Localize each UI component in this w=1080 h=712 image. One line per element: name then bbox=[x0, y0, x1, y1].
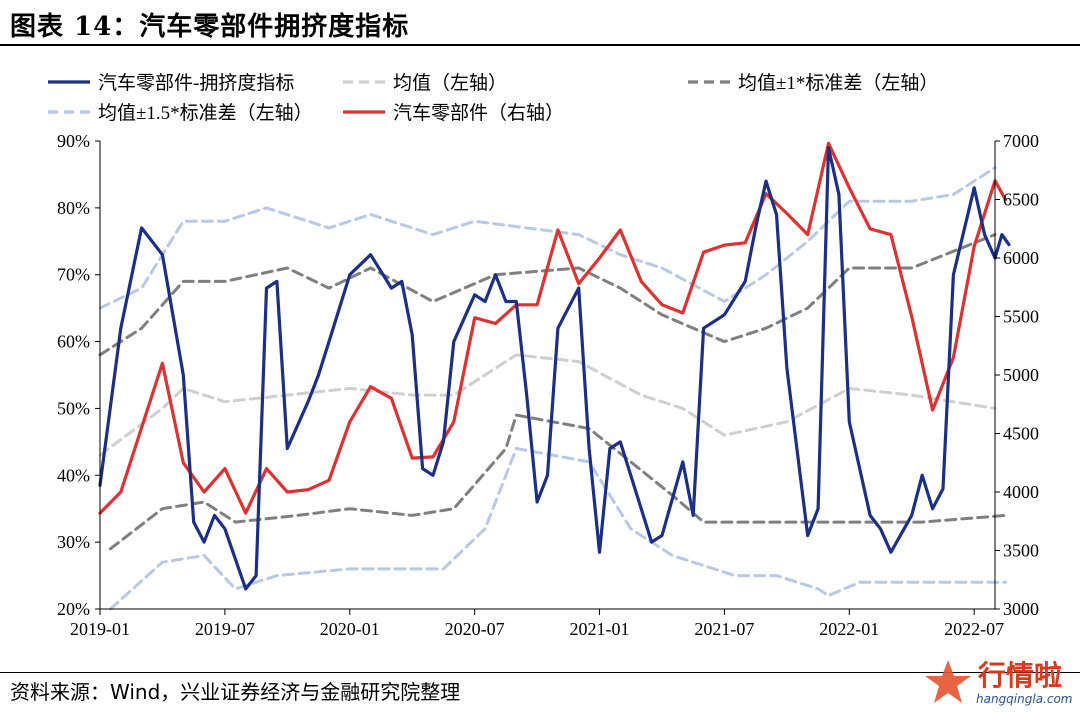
series-line-1 bbox=[98, 353, 997, 457]
plot-area bbox=[98, 141, 1011, 611]
legend-label: 汽车零部件-拥挤度指标 bbox=[98, 72, 294, 94]
series-line-0 bbox=[98, 146, 1011, 591]
star-logo-icon bbox=[925, 660, 971, 703]
left-tick-label: 40% bbox=[57, 465, 90, 485]
series-line-3-upper bbox=[98, 166, 997, 310]
watermark-text: 行情啦 bbox=[978, 659, 1063, 692]
left-tick-label: 90% bbox=[57, 131, 90, 151]
right-tick-label: 7000 bbox=[1003, 131, 1039, 151]
source-note: 资料来源：Wind，兴业证券经济与金融研究院整理 bbox=[10, 680, 461, 704]
right-tick-label: 4500 bbox=[1003, 424, 1039, 444]
right-tick-label: 3500 bbox=[1003, 541, 1039, 561]
right-tick-label: 5000 bbox=[1003, 365, 1039, 385]
right-tick-label: 6500 bbox=[1003, 190, 1039, 210]
page-title: 图表 14：汽车零部件拥挤度指标 bbox=[10, 12, 410, 42]
x-tick-label: 2019-07 bbox=[195, 619, 255, 639]
left-tick-label: 30% bbox=[57, 532, 90, 552]
legend-label: 均值±1.5*标准差（左轴） bbox=[98, 102, 313, 124]
series-line-2-lower bbox=[108, 413, 1007, 551]
left-tick-label: 70% bbox=[57, 265, 90, 285]
footer-divider bbox=[0, 672, 1080, 673]
x-tick-label: 2019-01 bbox=[70, 619, 130, 639]
x-tick-label: 2020-07 bbox=[445, 619, 505, 639]
x-tick-label: 2020-01 bbox=[320, 619, 380, 639]
x-tick-label: 2022-07 bbox=[944, 619, 1004, 639]
watermark: 行情啦 hangqingla.com bbox=[918, 652, 1078, 710]
left-tick-label: 60% bbox=[57, 332, 90, 352]
watermark-url: hangqingla.com bbox=[976, 692, 1073, 706]
axes: 20% 30% 40% 50% 60% 70% 80% 90% 3000 3500 4000 4500… bbox=[57, 131, 1039, 639]
right-tick-label: 4000 bbox=[1003, 482, 1039, 502]
series-line-2-upper bbox=[98, 233, 997, 357]
x-tick-label: 2021-07 bbox=[694, 619, 754, 639]
x-tick-label: 2021-01 bbox=[570, 619, 630, 639]
legend-label: 汽车零部件（右轴） bbox=[393, 102, 564, 124]
legend: 汽车零部件-拥挤度指标 均值（左轴） 均值±1*标准差（左轴） 均值±1.5*标准差（… bbox=[48, 72, 938, 124]
right-tick-label: 6000 bbox=[1003, 248, 1039, 268]
left-tick-label: 20% bbox=[57, 599, 90, 619]
legend-label: 均值（左轴） bbox=[393, 72, 507, 94]
left-tick-label: 80% bbox=[57, 198, 90, 218]
left-tick-label: 50% bbox=[57, 398, 90, 418]
right-tick-label: 5500 bbox=[1003, 307, 1039, 327]
title-divider bbox=[0, 44, 1080, 46]
series-line-4 bbox=[98, 141, 1007, 515]
x-tick-label: 2022-01 bbox=[819, 619, 879, 639]
legend-label: 均值±1*标准差（左轴） bbox=[738, 72, 938, 94]
right-tick-label: 3000 bbox=[1003, 599, 1039, 619]
chart: 汽车零部件-拥挤度指标 均值（左轴） 均值±1*标准差（左轴） 均值±1.5*标准差（… bbox=[48, 72, 1039, 639]
